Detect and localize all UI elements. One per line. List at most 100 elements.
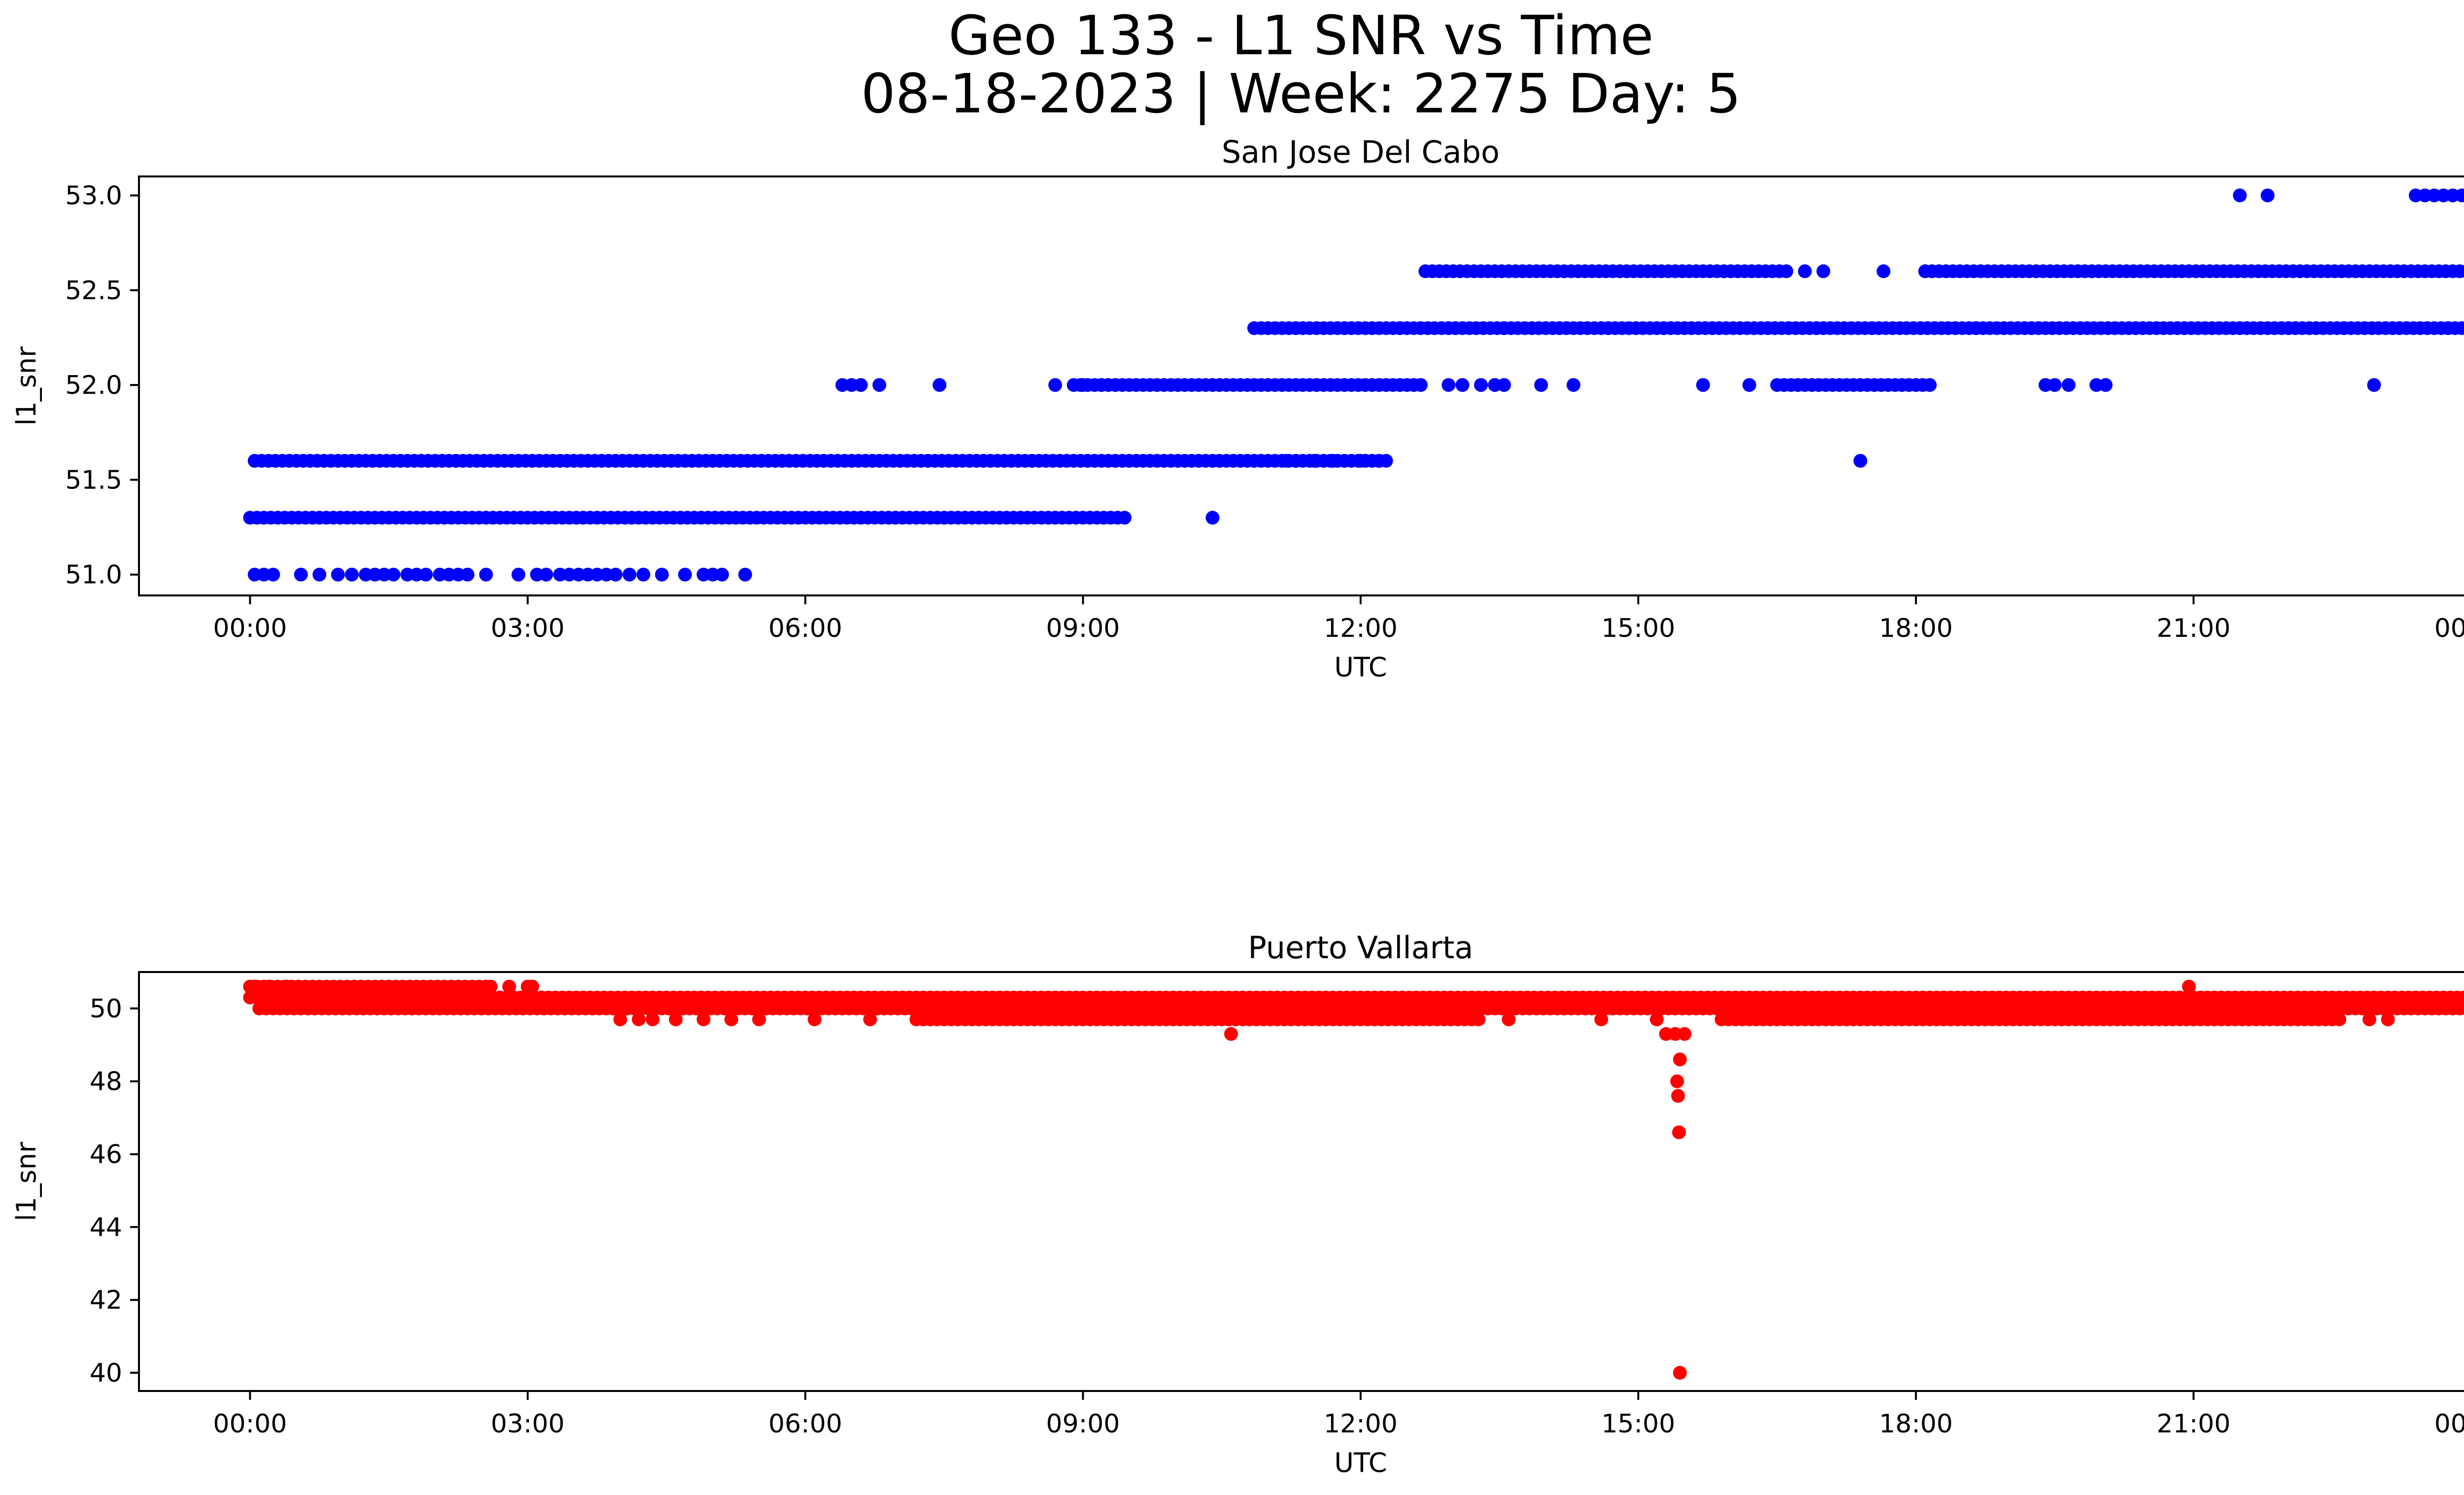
data-point [2460,265,2464,278]
data-point [1474,378,1488,392]
data-point [1671,1089,1685,1103]
data-point [2460,1002,2464,1015]
data-point [1534,378,1548,392]
data-point [1289,453,1303,468]
data-point [479,567,493,582]
series-1 [243,979,2464,1380]
axes-title: San Jose Del Cabo [1222,134,1500,170]
data-point [1673,1366,1687,1380]
data-point [1372,453,1386,468]
data-point [1594,1012,1608,1027]
data-point [1779,264,1793,278]
data-point [1441,378,1456,392]
data-point [294,567,308,582]
data-point [2048,378,2062,392]
x-tick-label: 21:00 [2156,1409,2230,1439]
y-tick-label: 44 [90,1213,122,1242]
x-tick-label: 03:00 [491,614,565,643]
data-point [1816,264,1831,278]
data-point [715,567,729,582]
data-point [1922,378,1937,392]
figure-title-line2: 08-18-2023 | Week: 2275 Day: 5 [861,62,1741,126]
x-tick-label: 18:00 [1879,1409,1953,1439]
data-point [1414,378,1428,392]
data-point [1502,1012,1516,1027]
data-point [1497,378,1511,392]
x-tick-label: 12:00 [1324,1409,1398,1439]
data-point [1224,1027,1238,1041]
x-tick-label: 09:00 [1046,1409,1120,1439]
y-tick-label: 46 [90,1140,122,1170]
x-tick-label: 15:00 [1601,614,1675,643]
data-point [1566,378,1580,392]
data-point [872,378,887,392]
data-point [1205,511,1220,525]
x-tick-label: 00:00 [213,1409,287,1439]
x-tick-label: 03:00 [491,1409,565,1439]
data-point [502,979,516,994]
data-point [1048,378,1062,392]
x-tick-label: 00:00 [213,614,287,643]
data-point [511,567,525,582]
data-point [752,1012,766,1027]
y-tick-label: 42 [90,1286,122,1315]
data-point [419,567,433,582]
data-point [2455,321,2464,335]
figure-title-line1: Geo 133 - L1 SNR vs Time [948,4,1653,67]
data-point [622,567,637,582]
x-tick-label: 00:00 [2434,1409,2464,1439]
data-point [678,567,692,582]
data-point [1649,1012,1664,1027]
data-point [807,1012,821,1027]
data-point [646,1012,660,1027]
y-tick-label: 50 [90,994,122,1024]
y-tick-label: 48 [90,1067,122,1097]
data-point [1472,1012,1486,1027]
x-tick-label: 15:00 [1601,1409,1675,1439]
data-point [2381,1012,2395,1027]
data-point [1118,511,1132,525]
y-axis-label: l1_snr [11,1142,42,1221]
x-tick-label: 18:00 [1879,614,1953,643]
axes-frame [138,971,2464,1392]
x-tick-label: 12:00 [1324,614,1398,643]
data-point [863,1012,877,1027]
data-point [1696,378,1710,392]
y-tick-label: 52.0 [65,371,122,400]
data-point [483,979,498,994]
data-point [2061,378,2076,392]
data-point [460,567,475,582]
y-tick-label: 52.5 [65,276,122,306]
data-point [1326,453,1340,468]
data-point [1798,264,1812,278]
data-point [609,567,623,582]
data-point [2455,188,2464,203]
data-point [331,567,345,582]
data-point [1076,378,1090,392]
data-point [386,567,401,582]
y-tick-label: 51.0 [65,560,122,590]
data-point [382,979,396,994]
series-0 [243,188,2464,582]
y-axis-label: l1_snr [11,346,42,426]
x-tick-label: 09:00 [1046,614,1120,643]
data-point [344,567,359,582]
data-point [2362,1012,2377,1027]
data-point [261,979,275,994]
data-point [1354,453,1368,468]
data-point [2182,979,2196,994]
data-point [1677,1027,1692,1041]
chart-puerto-vallarta: Puerto Vallarta 00:00 03:00 06:00 09:00 12:00… [11,930,2464,1478]
y-tick-label: 40 [90,1358,122,1388]
data-point [2260,188,2275,203]
data-point [932,378,947,392]
data-point [2367,378,2381,392]
data-point [1853,453,1868,468]
data-point [280,979,294,994]
data-point [669,1012,683,1027]
chart-san-jose-del-cabo: San Jose Del Cabo 00:00 03:00 06:00 09:00 12:… [11,134,2464,683]
x-tick-label: 21:00 [2156,614,2230,643]
axes-title: Puerto Vallarta [1248,930,1473,966]
x-tick-label: 06:00 [768,1409,842,1439]
x-axis-label: UTC [1334,652,1387,683]
